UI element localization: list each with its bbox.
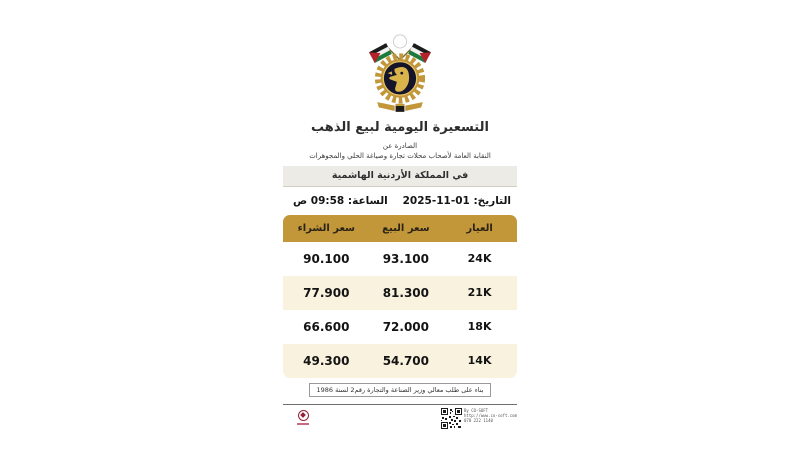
table-header-row: العيار سعر البيع سعر الشراء — [283, 215, 517, 242]
syndicate-name-line: النقابة العامة لأصحاب محلات تجارة وصياغة… — [309, 152, 491, 160]
time-field: الساعة: 09:58 ص — [293, 195, 388, 207]
table-row: 14K 54.700 49.300 — [283, 344, 517, 378]
header-karat: العيار — [466, 223, 493, 234]
qr-caption-line: http://www.co-soft.com — [464, 413, 517, 418]
country-band: في المملكة الأردنية الهاشمية — [283, 166, 517, 187]
date-value: 01-11-2025 — [402, 195, 470, 207]
karat-cell: 24K — [467, 252, 492, 265]
qr-caption-line: 078 222 1140 — [464, 418, 493, 423]
sell-price-cell: 72.000 — [382, 320, 430, 334]
footer-divider — [283, 404, 517, 405]
gold-price-table: العيار سعر البيع سعر الشراء 24K 93.100 9… — [283, 215, 517, 378]
qr-captions: By CO-SOFT http://www.co-soft.com 078 22… — [464, 408, 517, 423]
time-label: الساعة: — [347, 195, 388, 207]
issued-by-line: الصادرة عن — [382, 142, 418, 150]
qr-block: By CO-SOFT http://www.co-soft.com 078 22… — [441, 408, 517, 429]
buy-price-cell: 90.100 — [303, 252, 350, 266]
page-title: التسعيرة اليومية لبيع الذهب — [311, 120, 489, 135]
table-row: 24K 93.100 90.100 — [283, 242, 517, 276]
date-time-line: التاريخ: 01-11-2025 الساعة: 09:58 ص — [283, 195, 517, 207]
seal-circle-icon — [297, 410, 309, 421]
header-sell-price: سعر البيع — [382, 223, 430, 234]
ministry-decree-note: بناء على طلب معالي وزير الصناعة والتجارة… — [309, 383, 491, 397]
bulletin-panel: التسعيرة اليومية لبيع الذهب الصادرة عن ا… — [283, 30, 517, 429]
buy-price-cell: 66.600 — [303, 320, 350, 334]
sell-price-cell: 81.300 — [382, 286, 430, 300]
qr-caption-line: By CO-SOFT — [464, 408, 489, 413]
pearl-icon — [392, 34, 408, 49]
sell-price-cell: 54.700 — [382, 354, 430, 368]
karat-cell: 18K — [467, 320, 492, 333]
date-label: التاريخ: — [473, 195, 511, 207]
falcon-icon — [389, 66, 410, 92]
date-field: التاريخ: 01-11-2025 — [403, 195, 511, 207]
seal-caption — [297, 423, 309, 425]
footer-logos-row: By CO-SOFT http://www.co-soft.com 078 22… — [283, 408, 517, 438]
header-buy-price: سعر الشراء — [297, 223, 355, 234]
syndicate-emblem-logo — [369, 34, 431, 112]
sell-price-cell: 93.100 — [382, 252, 430, 266]
table-row: 21K 81.300 77.900 — [283, 276, 517, 310]
buy-price-cell: 77.900 — [303, 286, 350, 300]
karat-cell: 21K — [467, 286, 492, 299]
time-value: 09:58 ص — [293, 195, 345, 207]
table-row: 18K 72.000 66.600 — [283, 310, 517, 344]
jordan-flag-right — [408, 43, 431, 63]
qr-code-icon — [441, 408, 462, 429]
buy-price-cell: 49.300 — [303, 354, 350, 368]
karat-cell: 14K — [467, 354, 492, 367]
jordan-flag-left — [369, 43, 392, 63]
syndicate-seal-icon — [296, 410, 310, 425]
